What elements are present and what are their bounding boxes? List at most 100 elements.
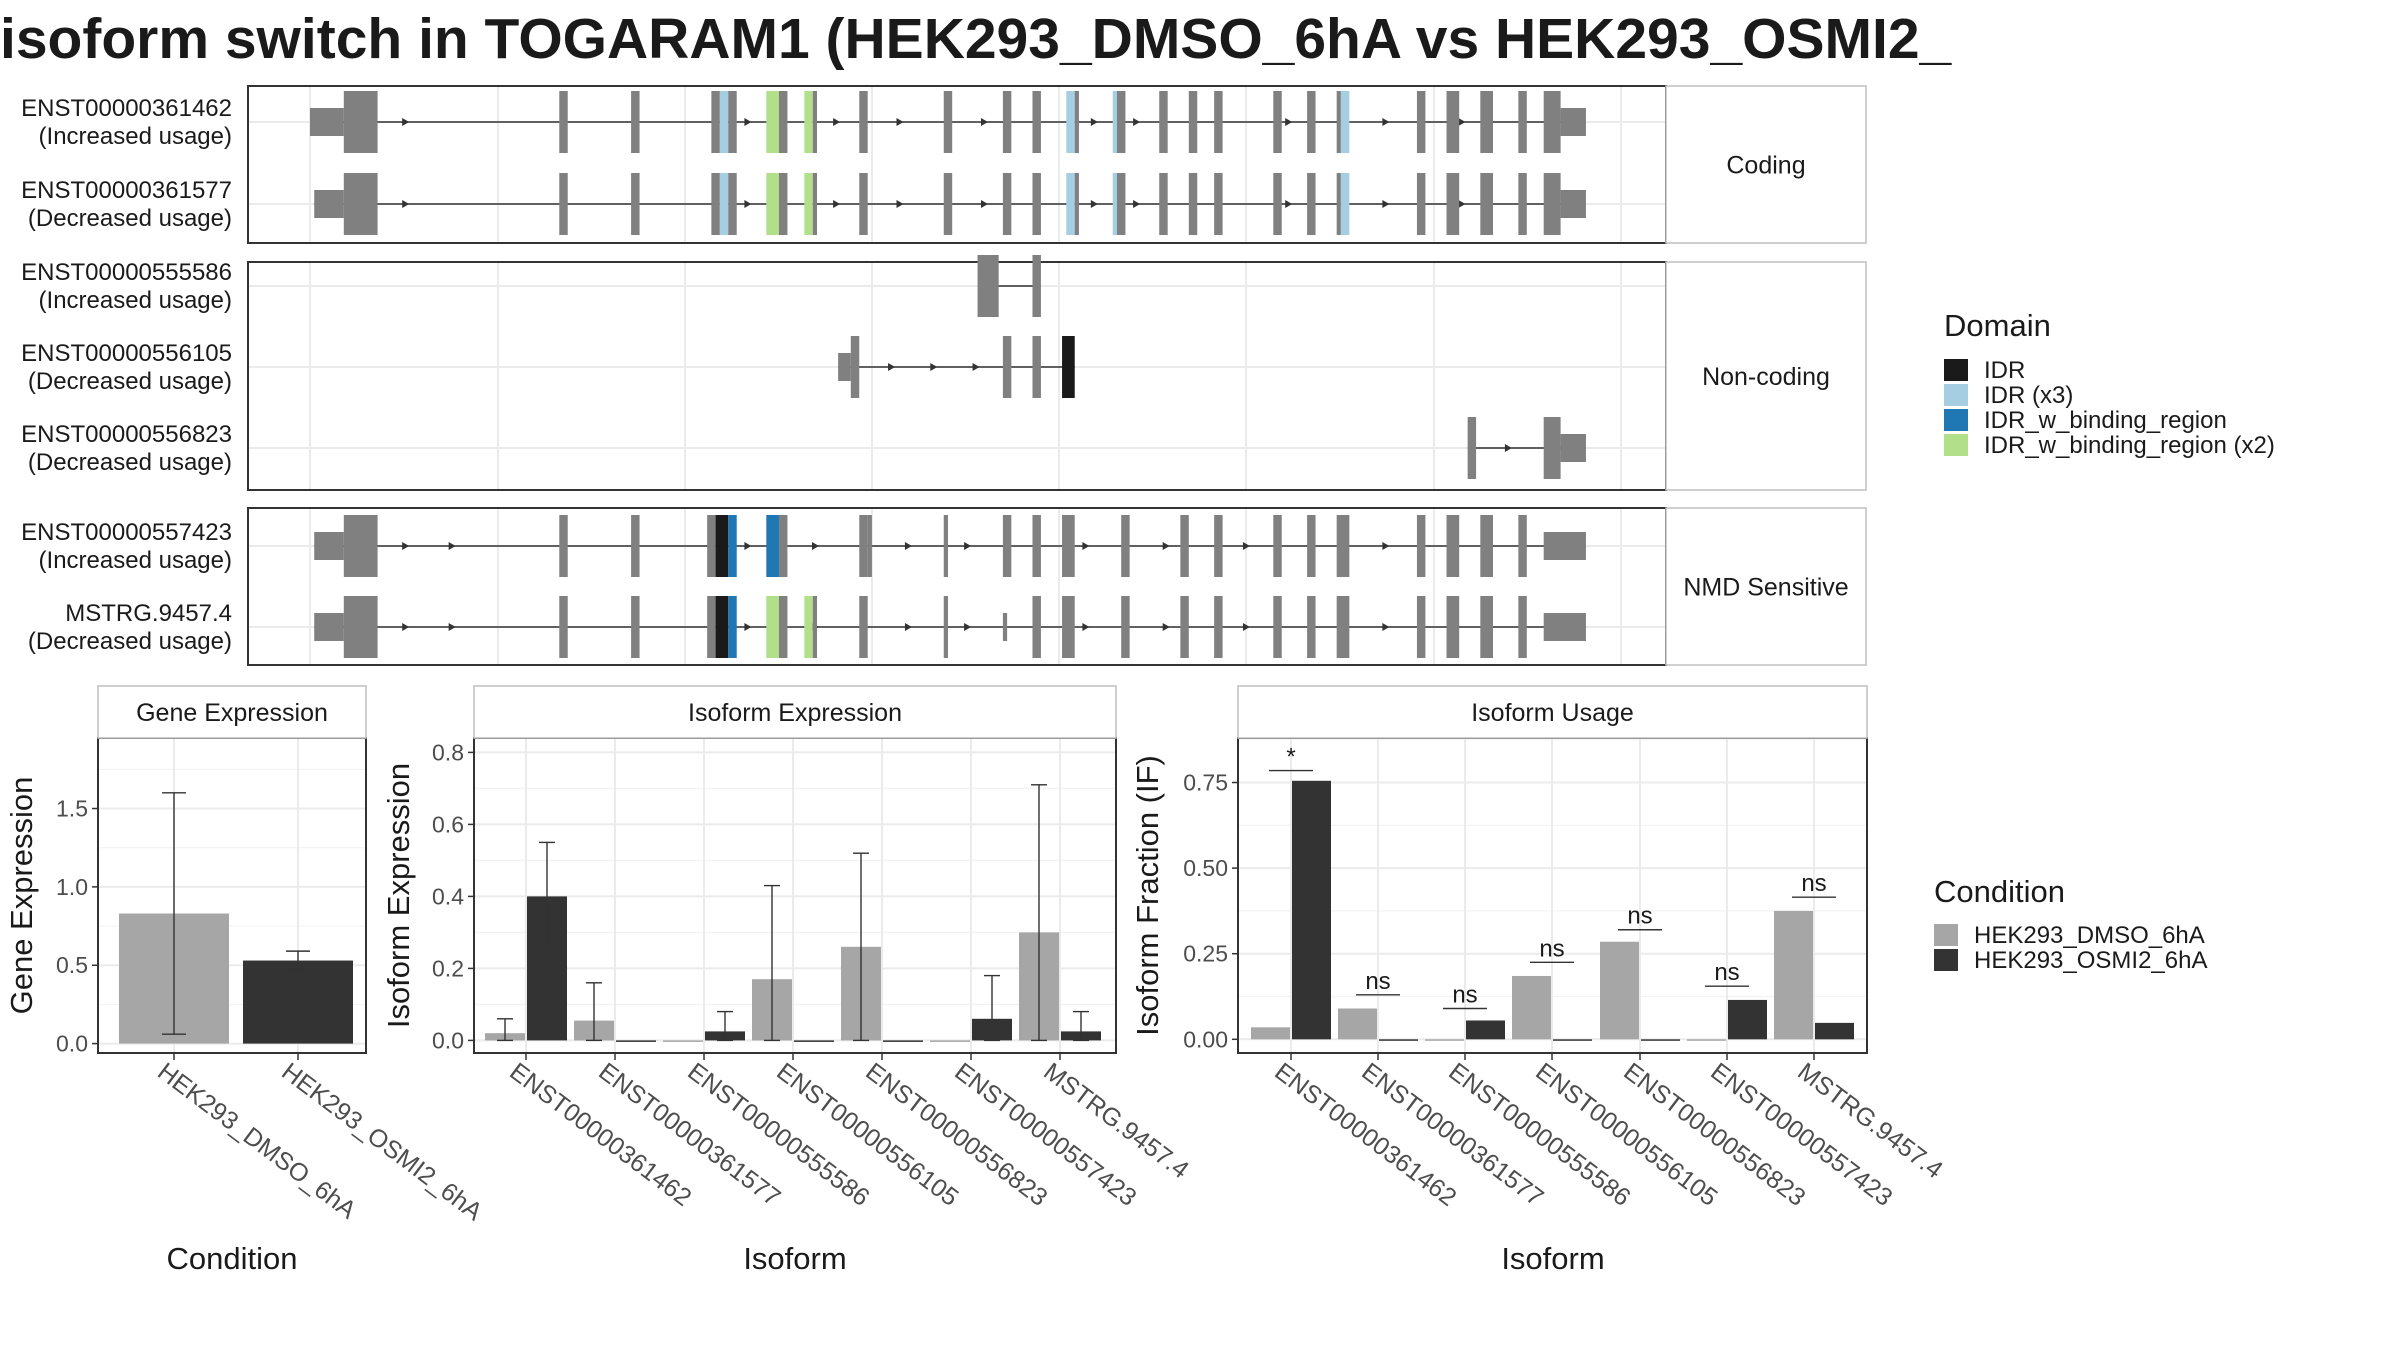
x-axis-title: Isoform <box>1501 1241 1604 1276</box>
direction-arrow <box>402 118 410 126</box>
exon-block <box>850 336 860 398</box>
exon-block <box>1074 91 1079 153</box>
usage-direction-label: (Decreased usage) <box>28 628 232 655</box>
facet-strip <box>1665 85 1867 244</box>
bar <box>1292 780 1331 1040</box>
structure-panel-0: Coding <box>247 85 1867 244</box>
usage-direction-label: (Increased usage) <box>39 287 232 314</box>
exon-block <box>1446 91 1460 153</box>
exon-block <box>1416 596 1426 658</box>
exon-block <box>943 173 953 235</box>
domain-block <box>715 596 729 658</box>
domain-block <box>766 173 779 235</box>
exon-block <box>1336 173 1341 235</box>
transcript-id-label: ENST00000557423 <box>21 519 232 546</box>
exon-block <box>1446 596 1460 658</box>
bar <box>1425 1039 1464 1041</box>
y-tick-label: 0.0 <box>432 1027 464 1053</box>
direction-arrow <box>1458 118 1466 126</box>
exon-block <box>1518 515 1527 577</box>
direction-arrow <box>1082 623 1090 631</box>
facet-strip <box>1237 685 1868 739</box>
facet-strip <box>1665 261 1867 491</box>
legend-label: HEK293_DMSO_6hA <box>1974 922 2205 949</box>
facet-strip-label: Non-coding <box>1702 363 1830 391</box>
direction-arrow <box>1090 118 1098 126</box>
legend-label: IDR <box>1984 357 2025 384</box>
exon-block <box>943 91 953 153</box>
bar <box>1512 975 1551 1040</box>
y-tick-label: 0.8 <box>432 739 464 765</box>
exon-block <box>1560 108 1586 136</box>
direction-arrow <box>833 118 841 126</box>
exon-block <box>1543 532 1586 560</box>
exon-block <box>1518 91 1527 153</box>
direction-arrow <box>981 118 988 126</box>
exon-block <box>310 108 344 136</box>
transcript-id-label: ENST00000556823 <box>21 421 232 448</box>
legend-swatch <box>1944 409 1968 431</box>
direction-arrow <box>744 623 752 631</box>
exon-block <box>859 515 868 577</box>
exon-block <box>314 613 344 641</box>
direction-arrow <box>744 118 752 126</box>
exon-block <box>343 515 378 577</box>
domain-block <box>728 515 737 577</box>
transcript-track <box>314 596 1586 658</box>
legend-label: HEK293_OSMI2_6hA <box>1974 947 2207 974</box>
exon-block <box>1121 515 1130 577</box>
direction-arrow <box>964 623 972 631</box>
usage-direction-label: (Decreased usage) <box>28 205 232 232</box>
direction-arrow <box>1133 200 1141 208</box>
exon-block <box>778 91 788 153</box>
chart-title: Gene Expression <box>136 699 328 727</box>
bar-chart-panels: 0.0 0.5 1.0 1.5 Gene Expression HEK293_DMSO_6… <box>4 685 1948 1276</box>
exon-block <box>1032 91 1041 153</box>
direction-arrow <box>1242 623 1250 631</box>
exon-block <box>1480 515 1493 577</box>
exon-block <box>1336 91 1341 153</box>
exon-block <box>728 173 737 235</box>
x-tick-label: MSTRG.9457.4 <box>1038 1057 1194 1184</box>
direction-arrow <box>1090 200 1098 208</box>
x-tick-label: HEK293_DMSO_6hA <box>152 1057 361 1224</box>
legend-label: IDR (x3) <box>1984 382 2073 409</box>
domain-block <box>719 173 729 235</box>
bar <box>1600 941 1639 1040</box>
exon-block <box>1032 336 1041 398</box>
exon-block <box>1336 596 1350 658</box>
panel-background <box>248 262 1666 490</box>
direction-arrow <box>930 363 938 371</box>
exon-block <box>859 91 868 153</box>
significance-label: ns <box>1452 981 1477 1008</box>
exon-block <box>1307 596 1316 658</box>
exon-block <box>859 173 868 235</box>
bar <box>883 1040 923 1042</box>
exon-block <box>1188 173 1198 235</box>
direction-arrow <box>744 542 752 550</box>
bar <box>1687 1039 1726 1041</box>
significance-label: ns <box>1714 959 1739 986</box>
exon-block <box>711 173 720 235</box>
exon-block <box>1116 173 1126 235</box>
direction-arrow <box>833 200 841 208</box>
domain-block <box>1112 173 1117 235</box>
domain-block <box>766 515 779 577</box>
direction-arrow <box>1162 623 1170 631</box>
direction-arrow <box>1285 200 1293 208</box>
exon-block <box>1002 336 1012 398</box>
bar <box>1641 1039 1680 1041</box>
y-axis-title: Gene Expression <box>4 777 39 1015</box>
facet-strip <box>473 685 1117 739</box>
direction-arrow <box>402 200 410 208</box>
exon-block <box>1002 515 1012 577</box>
exon-block <box>631 91 640 153</box>
exon-block <box>1543 173 1561 235</box>
bar <box>663 1040 703 1042</box>
y-tick-label: 1.5 <box>56 796 88 822</box>
direction-arrow <box>448 542 456 550</box>
exon-block <box>314 190 344 218</box>
transcript-track <box>310 91 1586 153</box>
transcript-track <box>838 336 1075 398</box>
